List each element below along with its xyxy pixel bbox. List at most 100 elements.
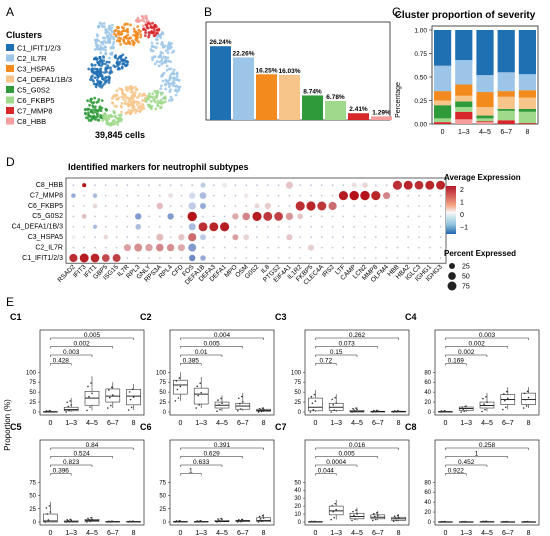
- stack-segment: [518, 111, 536, 124]
- umap-point: [121, 89, 124, 93]
- umap-point: [111, 46, 115, 50]
- umap-point: [104, 41, 108, 44]
- jitter-point: [111, 386, 113, 389]
- bar-value-label: 2.41%: [349, 106, 368, 113]
- umap-point: [112, 111, 116, 115]
- jitter-point: [219, 520, 221, 523]
- umap-point: [107, 78, 111, 82]
- x-tick-label: 6–7: [372, 420, 384, 427]
- legend-swatch: [6, 117, 14, 125]
- umap-point: [139, 35, 143, 39]
- panel-c-title: Cluster proportion of severity: [395, 10, 536, 21]
- umap-point: [150, 49, 153, 53]
- row-label: C8_HBB: [36, 182, 64, 189]
- y-tick-label: 0: [163, 520, 167, 526]
- umap-point: [151, 31, 154, 35]
- jitter-point: [461, 406, 464, 408]
- dot-baseline: [310, 257, 312, 259]
- stack-segment: [476, 122, 494, 124]
- umap-point: [168, 46, 172, 50]
- dot-baseline: [158, 194, 161, 197]
- jitter-point: [353, 514, 355, 517]
- expression-dot: [360, 190, 370, 201]
- row-label: C1_IFIT1/2/3: [22, 255, 63, 262]
- umap-point: [155, 28, 159, 32]
- umap-point: [95, 45, 99, 49]
- jitter-point: [261, 407, 264, 409]
- umap-point: [128, 42, 132, 46]
- dot-baseline: [439, 215, 442, 218]
- stack-segment: [497, 96, 515, 109]
- dot-baseline: [288, 257, 291, 259]
- expression-dot: [82, 183, 87, 188]
- dot-baseline: [428, 246, 431, 249]
- stack-segment: [455, 107, 473, 112]
- dot-baseline: [115, 205, 118, 207]
- jitter-point: [69, 400, 71, 402]
- dot-baseline: [288, 246, 291, 249]
- dot-baseline: [374, 215, 377, 218]
- p-value-label: 0.72: [319, 358, 332, 365]
- y-tick-label: 40: [294, 488, 301, 494]
- panel-e-ylabel: Proportion (%): [3, 399, 12, 451]
- x-tick-label: 1–3: [195, 530, 207, 536]
- dot-baseline: [320, 225, 323, 228]
- umap-point: [97, 25, 100, 29]
- umap-point: [113, 65, 117, 69]
- dot-baseline: [374, 257, 377, 259]
- boxplot-panel-title: C2: [140, 312, 152, 322]
- jitter-point: [109, 396, 111, 399]
- dot-baseline: [234, 184, 237, 187]
- umap-point: [109, 35, 113, 39]
- stack-segment: [455, 60, 473, 85]
- expression-dot: [188, 243, 197, 252]
- y-tick-label: 75: [29, 480, 36, 486]
- jitter-point: [131, 388, 134, 391]
- jitter-point: [66, 518, 68, 521]
- umap-point: [96, 61, 100, 65]
- umap-point: [167, 82, 171, 86]
- umap-point: [121, 62, 125, 66]
- jitter-point: [90, 382, 92, 384]
- expression-dot: [317, 201, 327, 211]
- x-tick-label: 4–5: [216, 530, 228, 536]
- expression-dot: [177, 244, 185, 252]
- legend-swatch: [6, 54, 14, 62]
- dot-baseline: [83, 246, 86, 249]
- x-tick-label: 1–3: [195, 420, 207, 427]
- umap-point: [158, 33, 162, 37]
- jitter-point: [260, 410, 263, 413]
- y-tick-label: 75: [29, 380, 36, 386]
- dot-baseline: [407, 246, 410, 249]
- umap-point: [89, 119, 93, 122]
- dot-baseline: [180, 225, 183, 228]
- p-value-label: 1: [475, 451, 479, 458]
- jitter-point: [377, 410, 379, 412]
- umap-point: [146, 19, 149, 23]
- umap-point: [109, 66, 112, 70]
- jitter-point: [258, 407, 261, 410]
- x-tick-label: 8: [132, 420, 136, 427]
- umap-point: [131, 109, 134, 113]
- dot-baseline: [256, 194, 258, 197]
- significance-bracket: [50, 447, 134, 450]
- jitter-point: [89, 520, 91, 523]
- bar-value-label: 8.74%: [303, 88, 322, 95]
- bar: [233, 57, 254, 120]
- umap-point: [87, 67, 91, 71]
- stack-segment: [476, 115, 494, 119]
- expression-dot: [220, 222, 230, 232]
- jitter-point: [465, 520, 468, 523]
- jitter-point: [110, 404, 112, 407]
- umap-point: [116, 57, 120, 61]
- umap-point: [104, 66, 108, 70]
- jitter-point: [91, 392, 93, 395]
- umap-point: [99, 51, 103, 55]
- jitter-point: [314, 400, 317, 402]
- dot-baseline: [256, 246, 258, 249]
- bar-value-label: 6.78%: [326, 94, 345, 101]
- umap-point: [168, 85, 171, 89]
- umap-point: [102, 55, 105, 59]
- dot-baseline: [277, 205, 280, 207]
- umap-point: [165, 80, 169, 84]
